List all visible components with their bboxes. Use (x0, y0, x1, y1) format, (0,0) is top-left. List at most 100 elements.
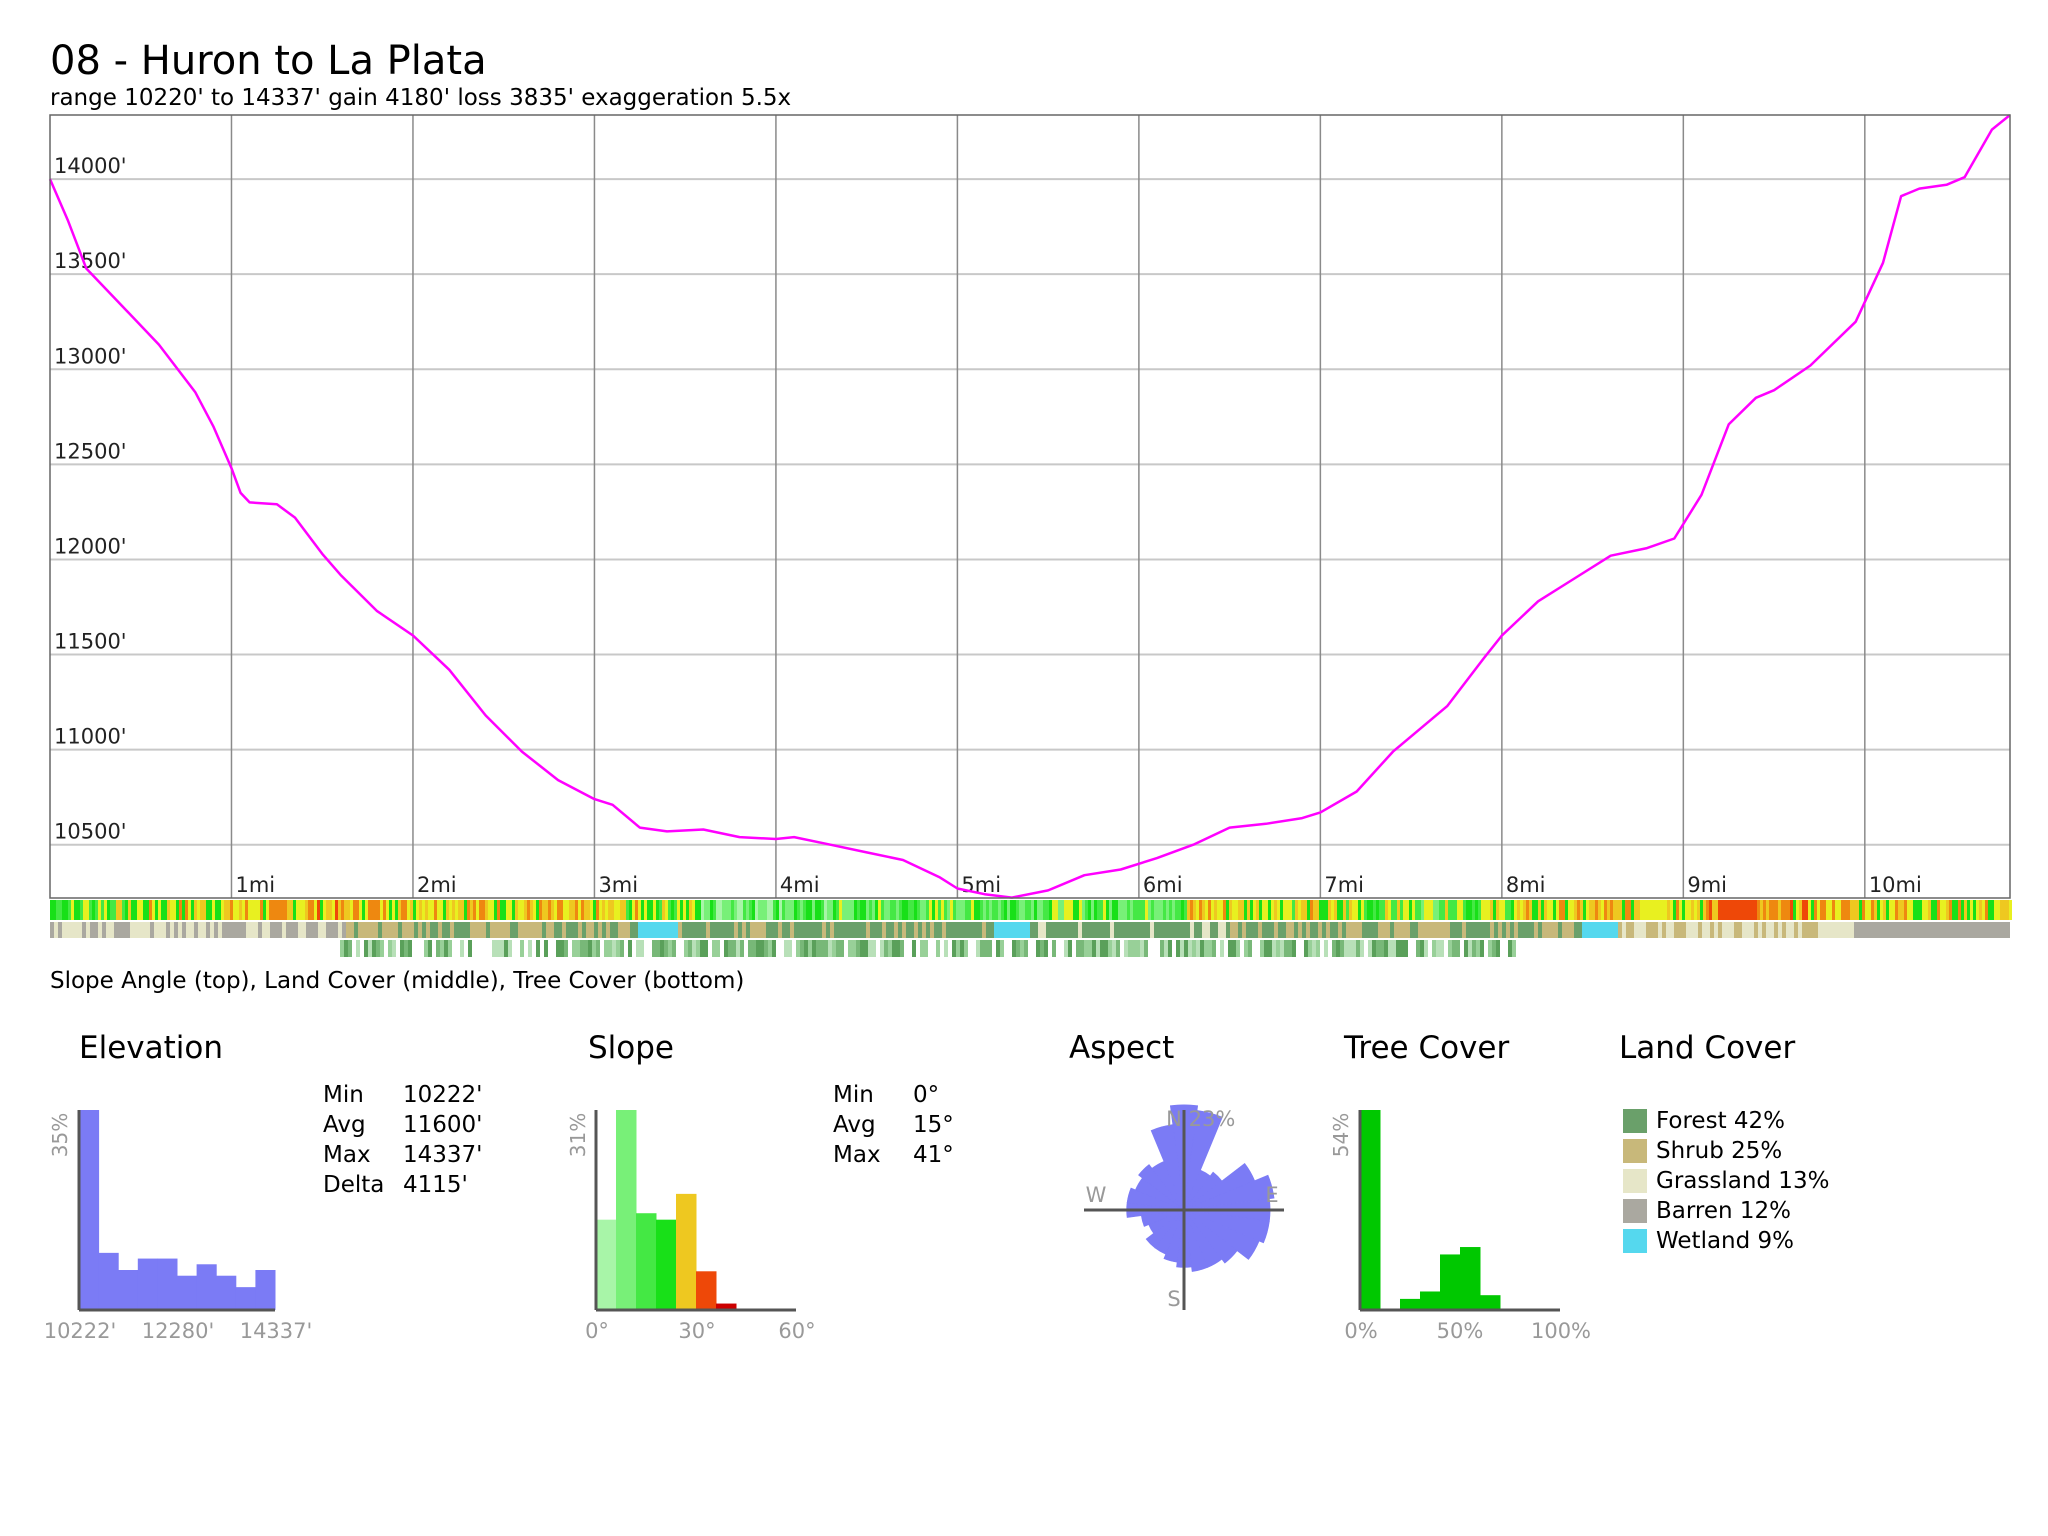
slope-strip-segment (845, 900, 848, 920)
slope-strip-segment (1916, 900, 1919, 920)
tree-cover-strip-segment (1068, 940, 1072, 957)
land-cover-strip-segment (306, 922, 310, 938)
land-cover-strip-segment (1542, 922, 1546, 938)
slope-strip-segment (548, 900, 551, 920)
land-cover-strip-segment (254, 922, 258, 938)
land-cover-strip-segment (998, 922, 1002, 938)
slope-strip-segment (1523, 900, 1526, 920)
tree-cover-strip-segment (892, 940, 896, 957)
slope-strip-segment (1799, 900, 1802, 920)
tree-cover-strip-segment (1160, 940, 1164, 957)
tree-cover-strip-segment (560, 940, 564, 957)
slope-strip-segment (1565, 900, 1568, 920)
land-cover-strip-segment (1638, 922, 1642, 938)
slope-strip-segment (794, 900, 797, 920)
histogram-y-max-label: 31% (566, 1113, 590, 1157)
land-cover-strip-segment (1534, 922, 1538, 938)
aspect-sector (1145, 1209, 1185, 1249)
land-cover-strip-segment (1630, 922, 1634, 938)
slope-strip-segment (1817, 900, 1820, 920)
tree-cover-strip-segment (748, 940, 752, 957)
slope-strip-segment (569, 900, 572, 920)
slope-strip-segment (1109, 900, 1112, 920)
slope-strip-segment (221, 900, 224, 920)
slope-strip-segment (1130, 900, 1133, 920)
slope-strip-segment (1466, 900, 1469, 920)
slope-strip-segment (1634, 900, 1637, 920)
slope-strip-segment (452, 900, 455, 920)
histogram-x-tick-label: 50% (1437, 1319, 1484, 1343)
land-cover-strip-segment (810, 922, 814, 938)
aspect-sector (1183, 1209, 1209, 1272)
land-cover-strip-segment (1390, 922, 1394, 938)
land-cover-strip-segment (862, 922, 866, 938)
tree-cover-strip-segment (408, 940, 412, 957)
land-cover-strip-segment (1790, 922, 1794, 938)
slope-strip-segment (908, 900, 911, 920)
land-cover-strip-segment (1178, 922, 1182, 938)
slope-strip-segment (767, 900, 770, 920)
slope-strip-segment (1460, 900, 1463, 920)
histogram-y-max-label: 35% (48, 1113, 72, 1157)
slope-strip-segment (593, 900, 596, 920)
tree-cover-strip-segment (592, 940, 596, 957)
land-cover-strip-segment (1026, 922, 1030, 938)
tree-cover-strip-segment (436, 940, 440, 957)
slope-strip-segment (71, 900, 74, 920)
slope-strip-segment (239, 900, 242, 920)
land-cover-strip-segment (290, 922, 294, 938)
slope-strip-segment (110, 900, 113, 920)
slope-strip-segment (419, 900, 422, 920)
land-cover-strip-segment (1322, 922, 1326, 938)
land-cover-strip-segment (1442, 922, 1446, 938)
slope-strip-segment (518, 900, 521, 920)
slope-strip-segment (209, 900, 212, 920)
land-cover-strip-segment (1150, 922, 1154, 938)
slope-strip-segment (1541, 900, 1544, 920)
land-cover-strip-segment (518, 922, 522, 938)
y-tick-label: 12500' (54, 439, 127, 463)
slope-strip-segment (1592, 900, 1595, 920)
slope-strip-segment (1766, 900, 1769, 920)
histogram-x-tick-label: 14337' (240, 1319, 313, 1343)
slope-strip-segment (680, 900, 683, 920)
histogram-x-tick-label: 0° (585, 1319, 609, 1343)
tree-cover-strip-segment (564, 940, 568, 957)
slope-strip-segment (1004, 900, 1007, 920)
tree-cover-strip-segment (1192, 940, 1196, 957)
slope-strip-segment (896, 900, 899, 920)
land-cover-strip-segment (238, 922, 242, 938)
land-cover-strip-segment (1906, 922, 1910, 938)
slope-strip-segment (938, 900, 941, 920)
slope-strip-segment (1331, 900, 1334, 920)
slope-strip-segment (113, 900, 116, 920)
slope-strip-segment (785, 900, 788, 920)
slope-strip-segment (650, 900, 653, 920)
land-cover-strip-segment (758, 922, 762, 938)
elevation-stats: Min 10222' Avg 11600' Max 14337' Delta 4115' (323, 1080, 483, 1200)
slope-strip-segment (1574, 900, 1577, 920)
land-cover-strip-segment (1650, 922, 1654, 938)
tree-cover-strip-segment (496, 940, 500, 957)
land-cover-strip-segment (130, 922, 134, 938)
slope-strip-segment (509, 900, 512, 920)
tree-cover-strip-segment (1020, 940, 1024, 957)
slope-strip-segment (362, 900, 365, 920)
land-cover-strip-segment (1462, 922, 1466, 938)
land-cover-strip-segment (574, 922, 578, 938)
tree-cover-strip-segment (672, 940, 676, 957)
slope-strip-segment (1934, 900, 1937, 920)
slope-strip-segment (1229, 900, 1232, 920)
land-cover-strip-segment (846, 922, 850, 938)
slope-strip-segment (1517, 900, 1520, 920)
tree-cover-strip-segment (1272, 940, 1276, 957)
slope-strip-segment (1415, 900, 1418, 920)
land-cover-strip-segment (902, 922, 906, 938)
tree-cover-strip-segment (1372, 940, 1376, 957)
x-tick-label: 1mi (235, 873, 275, 897)
slope-strip-segment (1283, 900, 1286, 920)
land-cover-strip-segment (650, 922, 654, 938)
slope-strip-segment (716, 900, 719, 920)
slope-strip-segment (749, 900, 752, 920)
land-cover-strip-segment (1350, 922, 1354, 938)
